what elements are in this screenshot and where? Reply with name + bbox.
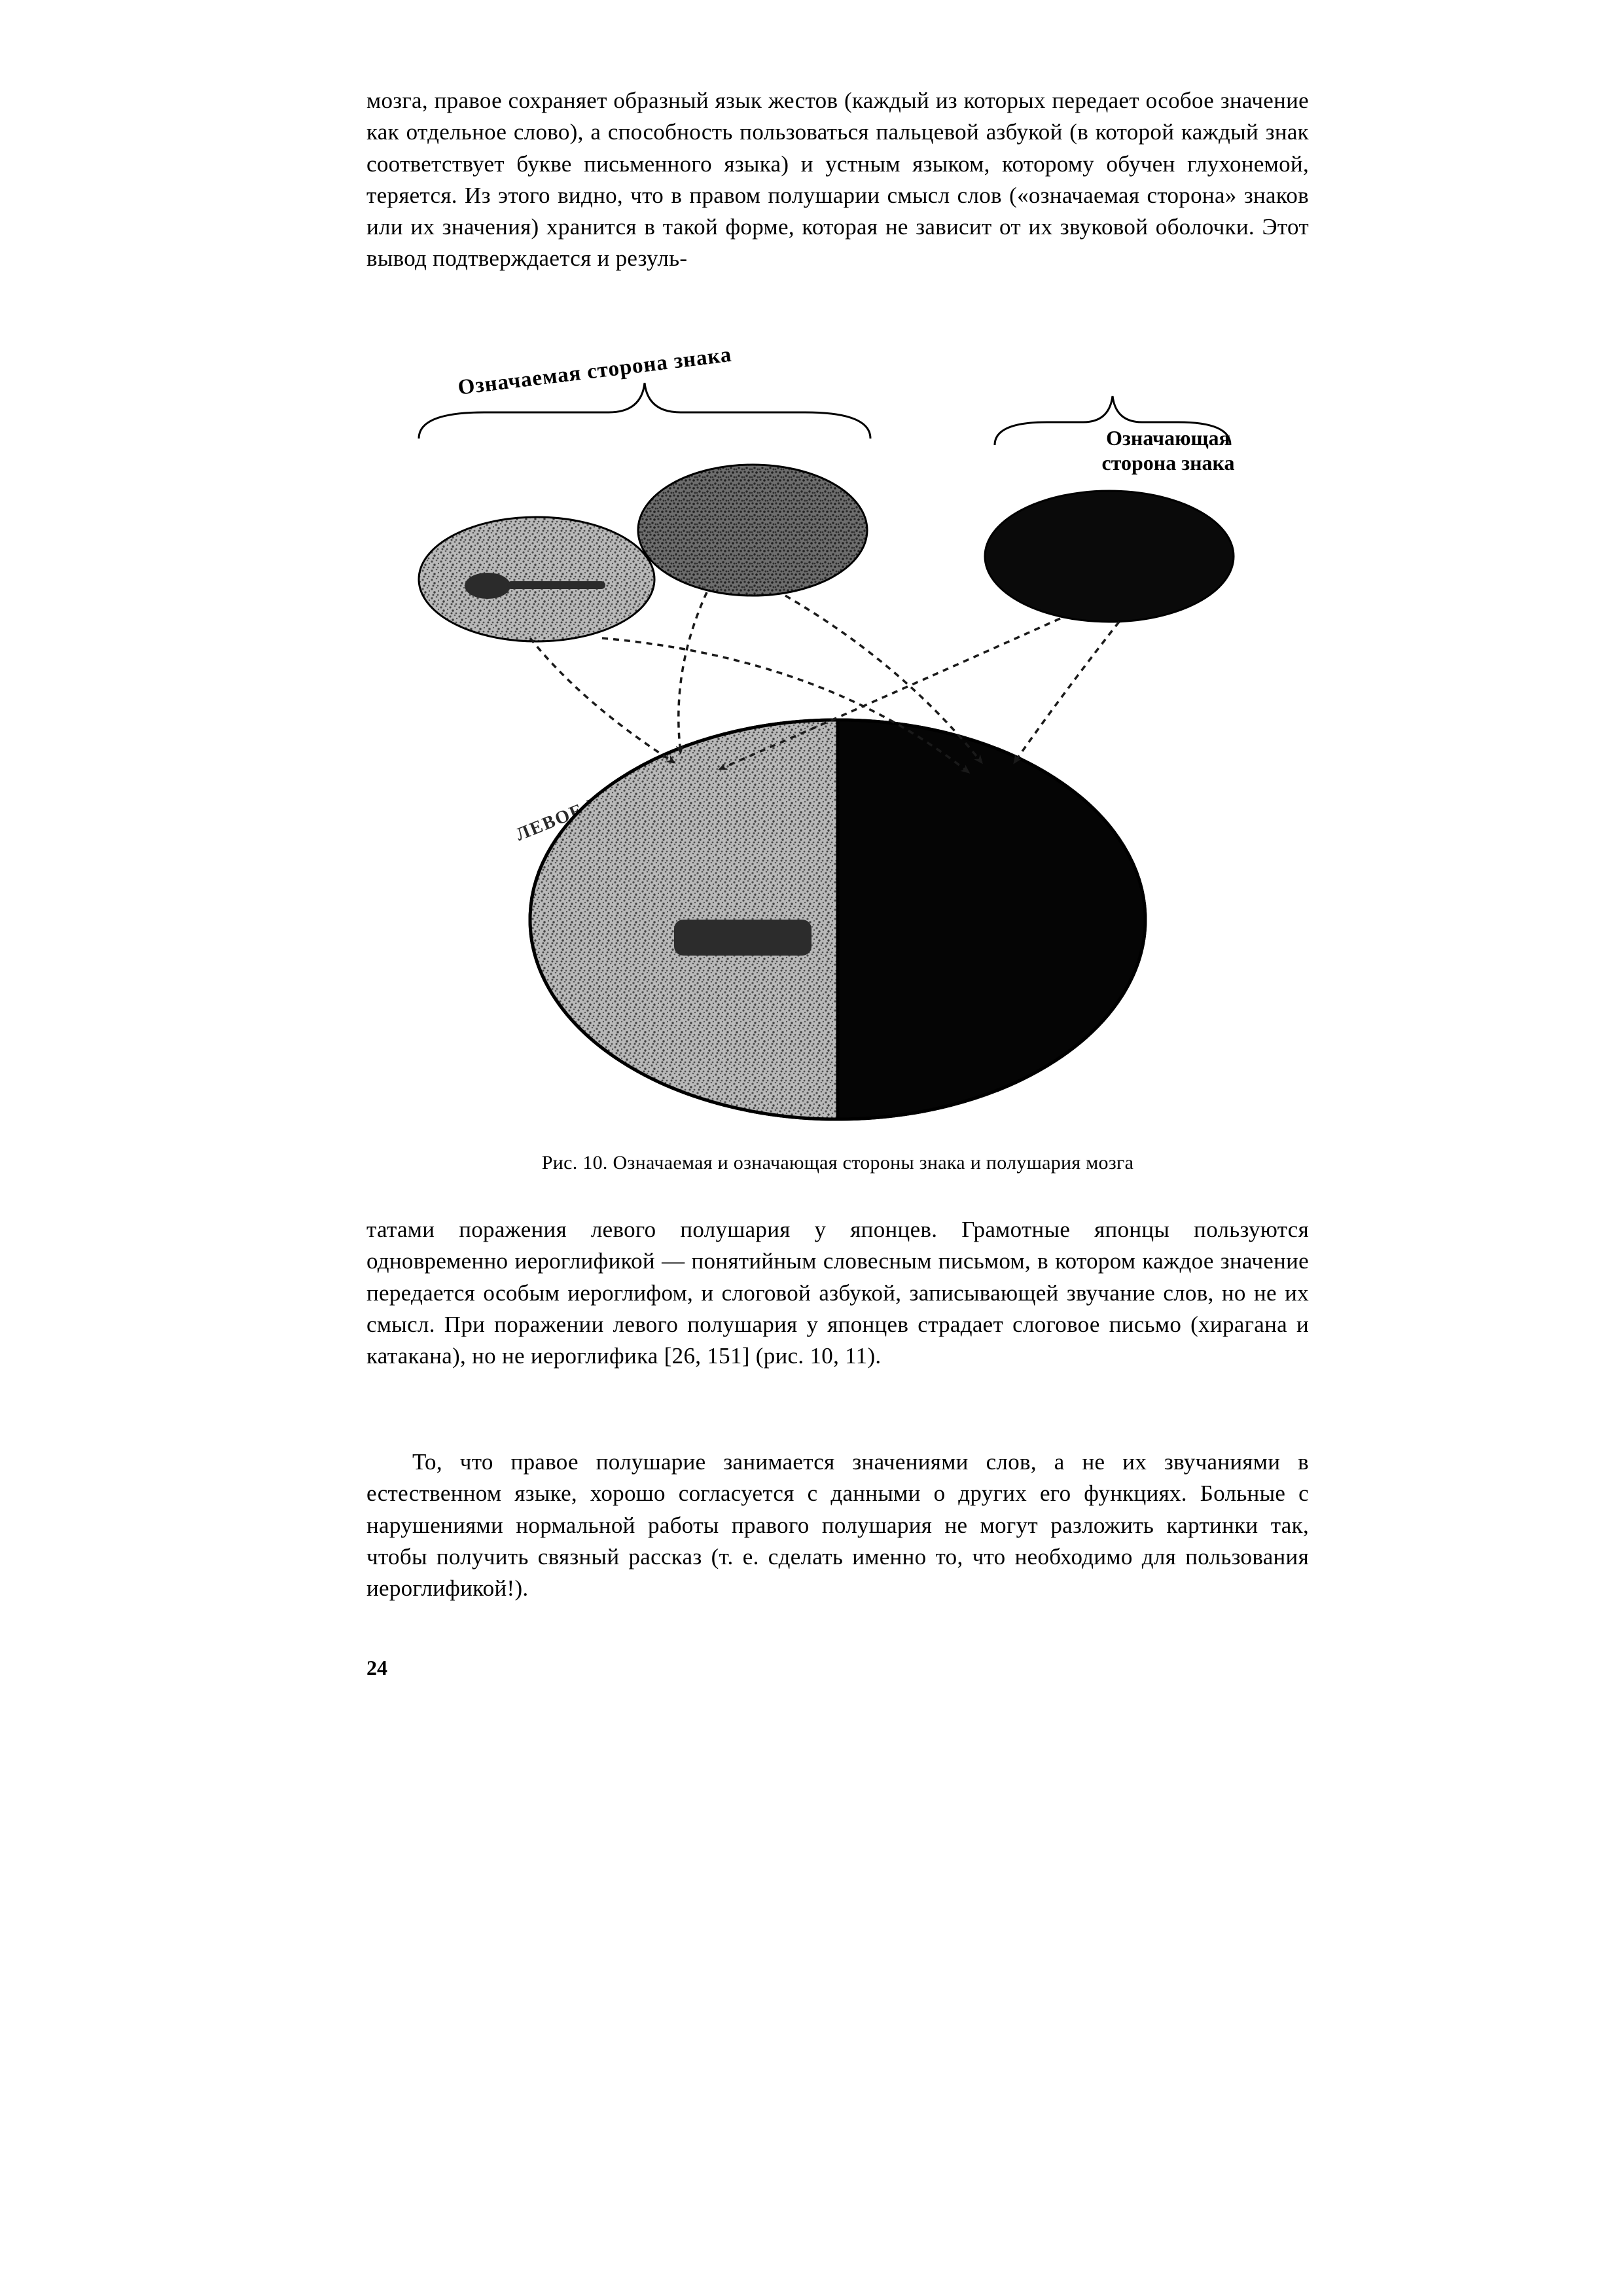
- ellipse-signified-image: [419, 517, 654, 641]
- paragraph-1: мозга, правое сохраняет образный язык же…: [366, 85, 1309, 275]
- page: мозга, правое сохраняет образный язык же…: [0, 0, 1623, 2296]
- ellipse-signifier: [985, 491, 1234, 622]
- paragraph-2: татами поражения левого полушария у япон…: [366, 1214, 1309, 1372]
- figure-diagram: [366, 376, 1309, 1136]
- brain-ellipse: [524, 713, 1152, 1126]
- paragraph-3: То, что правое полушарие занимается знач…: [366, 1446, 1309, 1604]
- figure-caption: Рис. 10. Означаемая и означающая стороны…: [366, 1152, 1309, 1174]
- brace-signified: [419, 383, 870, 439]
- page-number: 24: [366, 1656, 387, 1680]
- ellipse-signified-concept: [638, 465, 867, 596]
- brace-signifier: [995, 396, 1230, 445]
